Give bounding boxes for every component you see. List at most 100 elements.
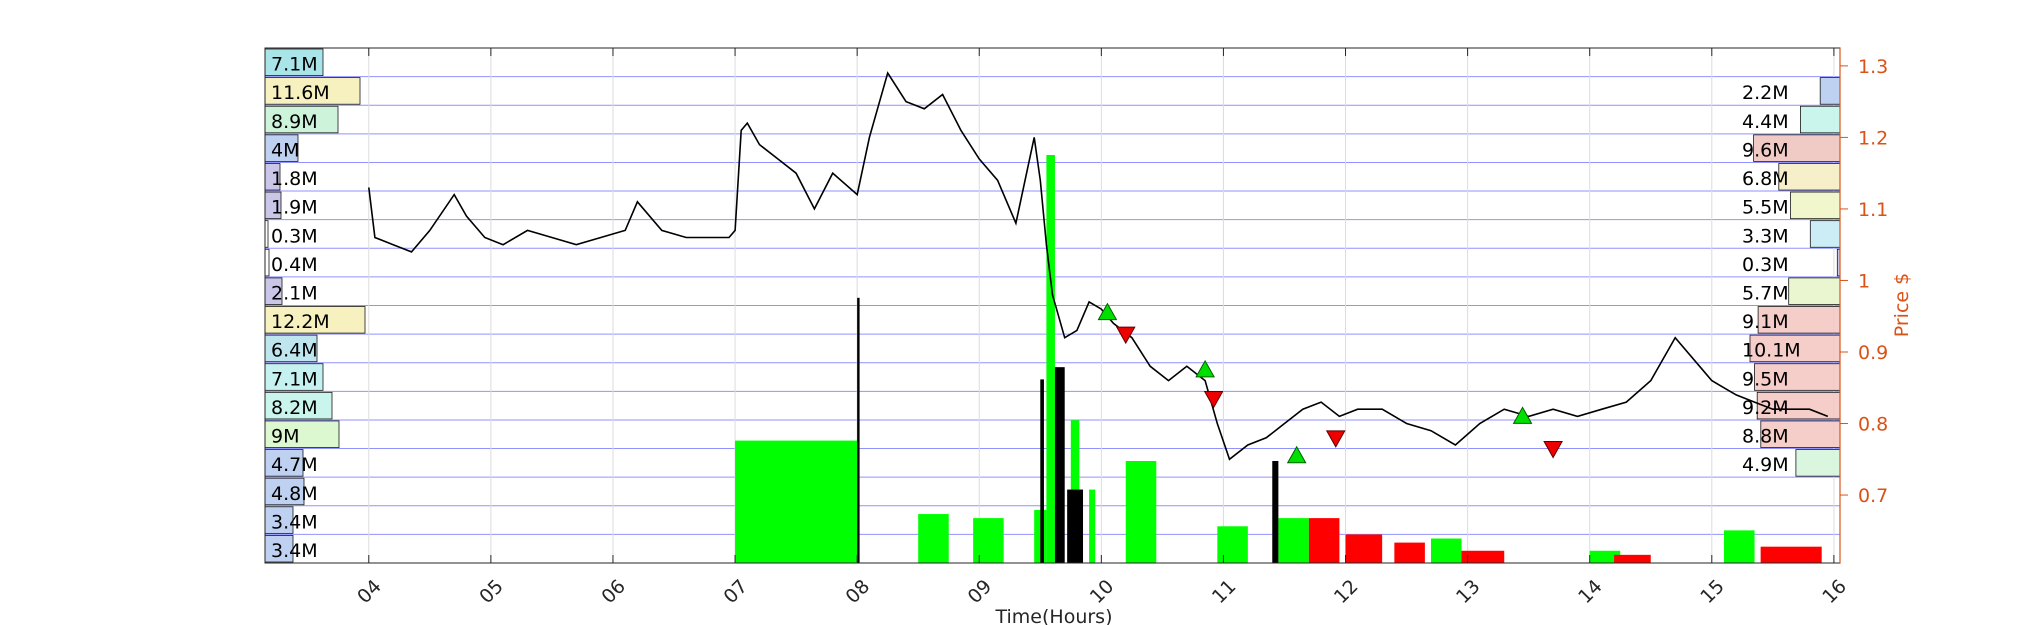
profile-label: 5.7M — [1742, 283, 1789, 305]
profile-label: 4.9M — [1742, 454, 1789, 476]
profile-label: 9.6M — [1742, 139, 1789, 161]
volume-bar — [1046, 155, 1055, 563]
profile-label: 1.9M — [271, 197, 318, 219]
profile-label: 4.8M — [271, 483, 318, 505]
volume-bar — [1067, 489, 1084, 563]
volume-bar — [1040, 379, 1044, 563]
buy-marker — [1512, 406, 1533, 424]
y-tick-label: 1.3 — [1858, 56, 1888, 78]
volume-bar — [1760, 546, 1822, 563]
profile-bar — [1756, 391, 1841, 420]
profile-bar — [264, 334, 318, 363]
volume-bar — [857, 297, 860, 563]
profile-bar — [1778, 163, 1841, 191]
profile-bar — [264, 134, 299, 162]
price-line — [368, 71, 1829, 461]
volume-bar — [1308, 518, 1340, 563]
profile-bar — [264, 449, 304, 477]
profile-bar — [1819, 77, 1841, 105]
y-axis-label: Price $ — [1891, 273, 1913, 337]
profile-label: 4M — [271, 139, 299, 161]
profile-label: 3.3M — [1742, 225, 1789, 247]
volume-bar — [1461, 550, 1505, 563]
profile-label: 6.4M — [271, 340, 318, 362]
y-tick-label: 0.7 — [1858, 485, 1888, 507]
profile-bar — [264, 477, 305, 506]
volume-bar — [1345, 534, 1383, 563]
profile-bar — [1753, 134, 1841, 162]
profile-bar — [264, 48, 324, 77]
profile-bar — [264, 77, 361, 105]
x-axis-label: Time(Hours) — [995, 606, 1113, 625]
price-series-line — [368, 71, 1829, 461]
volume-bar — [918, 514, 949, 563]
volume-bar — [1589, 550, 1621, 563]
profile-label: 9.5M — [1742, 368, 1789, 390]
x-tick-label: 12 — [1330, 575, 1363, 608]
sell-marker — [1325, 430, 1346, 448]
profile-label: 0.3M — [271, 225, 318, 247]
profile-label: 0.4M — [271, 254, 318, 276]
profile-label: 6.8M — [1742, 168, 1789, 190]
profile-label: 4.7M — [271, 454, 318, 476]
volume-bar — [1278, 518, 1309, 563]
profile-bar — [1790, 191, 1841, 220]
profile-label: 12.2M — [271, 311, 330, 333]
buy-marker — [1195, 359, 1215, 378]
profile-label: 8.2M — [271, 397, 318, 419]
y-tick-label: 0.8 — [1858, 414, 1888, 436]
volume-profile-left: 7.1M 11.6M 8.9M 4M 1.8M 1.9M 0.3M 0.4M 2.1M 12.2M… — [264, 48, 366, 563]
profile-bar — [1754, 363, 1841, 391]
profile-bar — [1760, 420, 1841, 448]
trade-markers — [1097, 302, 1563, 464]
y-tick-label: 1 — [1858, 270, 1870, 292]
sell-marker — [1115, 326, 1136, 345]
profile-label: 1.8M — [271, 168, 318, 190]
x-tick-label: 08 — [842, 575, 875, 608]
profile-bar — [1809, 220, 1841, 248]
volume-bar — [1394, 542, 1425, 563]
x-tick-label: 06 — [597, 575, 630, 608]
x-tick-label: 15 — [1696, 575, 1729, 608]
profile-bar — [264, 363, 324, 391]
x-tick-label: 16 — [1818, 575, 1851, 608]
y-tick-label: 1.1 — [1858, 199, 1888, 221]
y-tick-label: 0.9 — [1858, 342, 1888, 364]
profile-label: 8.8M — [1742, 426, 1789, 448]
x-tick-label: 13 — [1452, 575, 1485, 608]
profile-bar — [1795, 449, 1841, 477]
buy-marker — [1097, 302, 1118, 321]
profile-label: 7.1M — [271, 54, 318, 76]
volume-bar — [1430, 538, 1462, 563]
x-tick-label: 09 — [964, 575, 997, 608]
volume-bar — [1272, 461, 1279, 563]
x-tick-label: 07 — [719, 575, 752, 608]
profile-bar — [264, 391, 333, 420]
volume-bar — [735, 440, 858, 563]
profile-label: 10.1M — [1742, 340, 1801, 362]
volume-bar — [1724, 530, 1755, 563]
profile-label: 3.4M — [271, 511, 318, 533]
profile-bar — [1800, 105, 1841, 134]
x-tick-label: 10 — [1086, 575, 1119, 608]
volume-bar — [1614, 554, 1651, 563]
profile-bar — [1757, 306, 1841, 334]
y-right-tick-labels: 0.7 0.8 0.9 1 1.1 1.2 1.3 — [1840, 56, 1888, 507]
profile-bar — [264, 534, 294, 563]
volume-bar — [1217, 526, 1248, 563]
profile-bar — [264, 306, 366, 334]
x-tick-label: 14 — [1574, 575, 1607, 608]
profile-label: 2.2M — [1742, 82, 1789, 104]
volume-bar — [1125, 461, 1157, 563]
profile-bar — [1788, 277, 1841, 305]
profile-label: 5.5M — [1742, 197, 1789, 219]
profile-label: 8.9M — [271, 111, 318, 133]
profile-label: 7.1M — [271, 368, 318, 390]
sell-marker — [1203, 390, 1224, 409]
x-tick-label: 04 — [353, 575, 386, 608]
profile-bar — [264, 248, 270, 277]
profile-label: 9.1M — [1742, 311, 1789, 333]
volume-bar — [1054, 367, 1065, 563]
profile-label: 4.4M — [1742, 111, 1789, 133]
